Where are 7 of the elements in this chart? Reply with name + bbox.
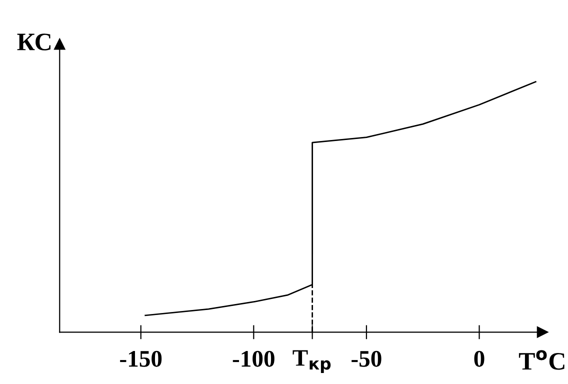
x-tick-label: -150 (120, 350, 162, 367)
y-axis-title: КС (17, 34, 50, 50)
x-tick-label: -50 (352, 350, 382, 367)
x-tick-label: T$_{кр}$ (292, 350, 331, 373)
x-tick-label: -100 (232, 350, 274, 367)
x-axis-title: T$^{o}$C (518, 350, 564, 370)
x-tick-label: 0 (474, 350, 484, 367)
